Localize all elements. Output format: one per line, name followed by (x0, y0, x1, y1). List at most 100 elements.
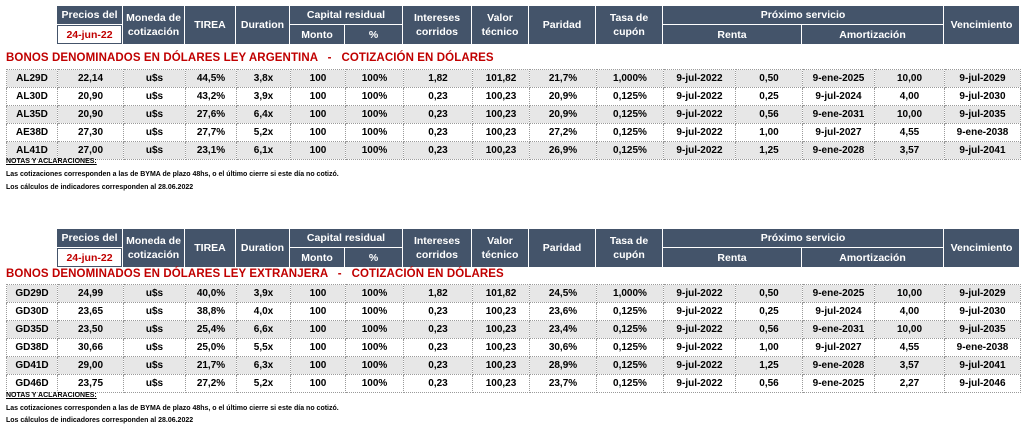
table-cell: 21,7% (185, 356, 237, 375)
header-paridad: Paridad (529, 6, 595, 44)
header-valor-tecnico: Valor técnico (472, 6, 528, 44)
header-fecha: 24-jun-22 (57, 25, 122, 44)
table-cell: 0,23 (403, 320, 473, 339)
table-cell: 0,56 (735, 374, 803, 393)
table-cell: 1,00 (735, 338, 803, 357)
table-cell: 0,50 (735, 69, 803, 88)
table-cell: 100,23 (472, 141, 530, 160)
table-cell: 100% (345, 105, 404, 124)
header-proximo-servicio: Próximo servicio (663, 6, 943, 24)
note-text: Los cálculos de indicadores corresponden… (6, 184, 194, 191)
table-row: GD38D 30,66 u$s 25,0% 5,5x 100 100% 0,23 100,23 3… (6, 338, 1021, 357)
table-cell: 6,4x (236, 105, 291, 124)
table-cell: 9-jul-2041 (944, 141, 1021, 160)
table-cell: 27,6% (185, 105, 237, 124)
table-cell: 1,000% (596, 69, 664, 88)
table-cell: 100,23 (472, 87, 530, 106)
ticker-cell: GD41D (6, 356, 58, 375)
table-cell: 9-jul-2022 (663, 105, 736, 124)
table-cell: 1,000% (596, 284, 664, 303)
table-cell: 100 (290, 105, 346, 124)
table-cell: 24,5% (529, 284, 597, 303)
table-cell: 27,7% (185, 123, 237, 142)
table-cell: 9-ene-2038 (944, 123, 1021, 142)
header-intereses: Intereses corridos (403, 229, 471, 267)
header-tirea: TIREA (185, 229, 235, 267)
table-cell: 100% (345, 374, 404, 393)
table-cell: 9-jul-2035 (944, 105, 1021, 124)
header-fecha: 24-jun-22 (57, 248, 122, 267)
ticker-cell: AL30D (6, 87, 58, 106)
table-cell: 100% (345, 302, 404, 321)
table-cell: 9-jul-2027 (802, 338, 875, 357)
note-text: Los cálculos de indicadores corresponden… (6, 417, 194, 424)
table-cell: 0,125% (596, 123, 664, 142)
table-cell: 0,125% (596, 338, 664, 357)
table-row: AL35D 20,90 u$s 27,6% 6,4x 100 100% 0,23 100,23 2… (6, 105, 1021, 124)
header-precios-del: Precios del (57, 229, 122, 247)
table-cell: 0,23 (403, 356, 473, 375)
table-cell: 0,25 (735, 87, 803, 106)
table-row: AL30D 20,90 u$s 43,2% 3,9x 100 100% 0,23 100,23 2… (6, 87, 1021, 106)
table-cell: 5,2x (236, 374, 291, 393)
table-cell: 3,9x (236, 284, 291, 303)
table-cell: 23,1% (185, 141, 237, 160)
table-cell: 101,82 (472, 284, 530, 303)
table-cell: 100 (290, 69, 346, 88)
table-cell: u$s (123, 356, 186, 375)
table-cell: 100 (290, 284, 346, 303)
table-cell: 100 (290, 123, 346, 142)
header-tasa-cupon: Tasa de cupón (596, 6, 662, 44)
table-cell: 100,23 (472, 123, 530, 142)
table-cell: 28,9% (529, 356, 597, 375)
table-cell: 0,125% (596, 320, 664, 339)
table-row: GD46D 23,75 u$s 27,2% 5,2x 100 100% 0,23 100,23 2… (6, 374, 1021, 393)
table-header: Precios del 24-jun-22 Moneda de cotizaci… (0, 226, 1024, 272)
table-cell: 0,125% (596, 87, 664, 106)
header-capital-residual: Capital residual (290, 6, 402, 24)
table-cell: 9-ene-2031 (802, 320, 875, 339)
table-cell: 9-jul-2022 (663, 123, 736, 142)
table-cell: 100,23 (472, 105, 530, 124)
header-capital-residual: Capital residual (290, 229, 402, 247)
table-cell: 23,7% (529, 374, 597, 393)
table-cell: 27,30 (57, 123, 124, 142)
table-cell: 9-jul-2022 (663, 284, 736, 303)
table-row: GD30D 23,65 u$s 38,8% 4,0x 100 100% 0,23 100,23 2… (6, 302, 1021, 321)
table-cell: 3,57 (874, 141, 945, 160)
ticker-cell: GD29D (6, 284, 58, 303)
table-cell: 10,00 (874, 320, 945, 339)
table-cell: 6,3x (236, 356, 291, 375)
table-cell: 9-ene-2038 (944, 338, 1021, 357)
table-cell: u$s (123, 69, 186, 88)
table-cell: 100 (290, 356, 346, 375)
table-cell: u$s (123, 302, 186, 321)
table-cell: 0,23 (403, 141, 473, 160)
table-cell: u$s (123, 320, 186, 339)
table-cell: 100% (345, 87, 404, 106)
table-cell: 9-ene-2028 (802, 356, 875, 375)
table-cell: 9-jul-2029 (944, 69, 1021, 88)
table-cell: 9-jul-2022 (663, 69, 736, 88)
table-cell: 0,23 (403, 105, 473, 124)
header-proximo-servicio: Próximo servicio (663, 229, 943, 247)
table-cell: 4,00 (874, 302, 945, 321)
header-paridad: Paridad (529, 229, 595, 267)
table-row: AE38D 27,30 u$s 27,7% 5,2x 100 100% 0,23 100,23 2… (6, 123, 1021, 142)
header-renta: Renta (663, 25, 801, 44)
table-cell: 0,23 (403, 338, 473, 357)
table-cell: 0,125% (596, 356, 664, 375)
table-cell: 9-jul-2022 (663, 356, 736, 375)
table-cell: 100,23 (472, 356, 530, 375)
ticker-cell: GD46D (6, 374, 58, 393)
table-cell: 0,50 (735, 284, 803, 303)
table-cell: 20,9% (529, 87, 597, 106)
table-cell: 25,4% (185, 320, 237, 339)
table-cell: 100 (290, 374, 346, 393)
table-cell: 0,56 (735, 105, 803, 124)
table-cell: 1,00 (735, 123, 803, 142)
table-cell: 100% (345, 69, 404, 88)
table-row: AL29D 22,14 u$s 44,5% 3,8x 100 100% 1,82 101,82 2… (6, 69, 1021, 88)
section-title: BONOS DENOMINADOS EN DÓLARES LEY ARGENTI… (6, 52, 494, 64)
header-duration: Duration (236, 6, 289, 44)
